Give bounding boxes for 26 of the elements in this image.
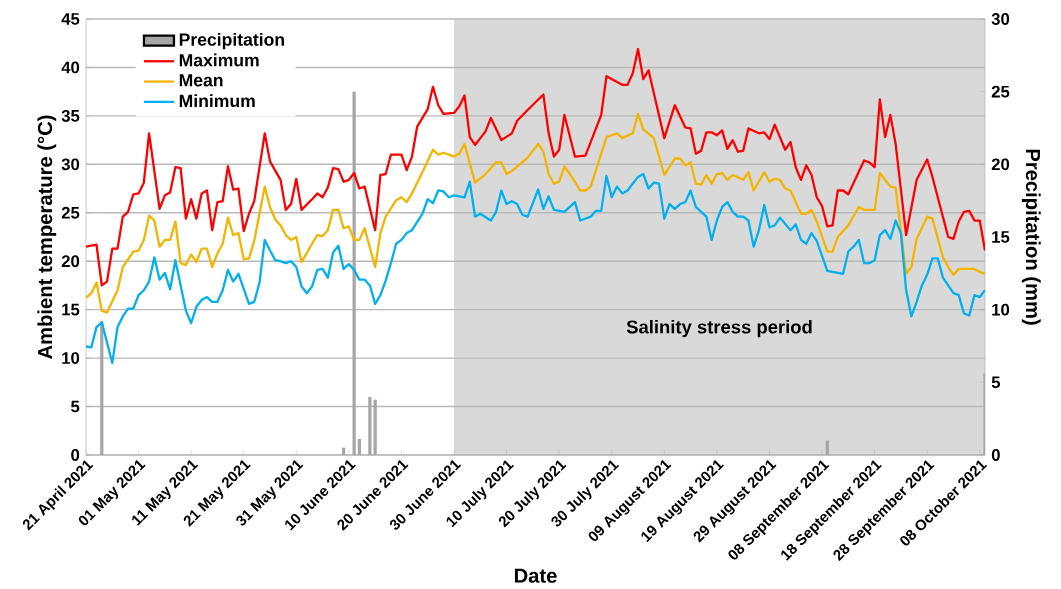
y-tick-label: 40: [61, 61, 80, 74]
y-tick-label: 45: [61, 13, 80, 25]
legend-label: Minimum: [179, 94, 255, 108]
y2-tick-label: 30: [991, 13, 1010, 26]
y2-axis-title: Precipitation (mm): [1021, 149, 1041, 325]
y2-tick-label: 20: [991, 158, 1010, 171]
y2-tick-label: 5: [991, 376, 1001, 389]
y2-tick-label: 25: [991, 85, 1010, 98]
y-tick-label: 15: [62, 304, 80, 316]
y-tick-label: 5: [71, 400, 80, 413]
y2-tick-label: 15: [992, 231, 1010, 243]
legend-label: Precipitation: [179, 33, 284, 50]
band-label: Salinity stress period: [626, 320, 812, 338]
y2-tick-label: 10: [992, 303, 1010, 316]
y-tick-label: 0: [71, 449, 80, 462]
y-axis-title: Ambient temperature (°C): [37, 115, 57, 360]
y-tick-label: 10: [62, 352, 80, 365]
legend-label: Maximum: [179, 53, 259, 67]
y-tick-label: 30: [61, 158, 80, 171]
y-tick-label: 25: [61, 207, 80, 219]
y2-tick-label: 0: [991, 449, 1000, 462]
y-tick-label: 20: [61, 255, 80, 268]
x-axis-title: Date: [514, 568, 557, 583]
line-series: [86, 48, 985, 287]
legend-label: Mean: [179, 74, 223, 87]
y-tick-label: 35: [61, 110, 80, 122]
